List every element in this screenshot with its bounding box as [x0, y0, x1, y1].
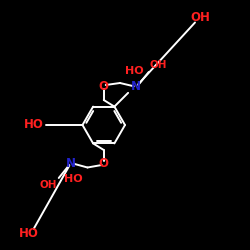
Text: HO: HO [19, 227, 39, 240]
Text: O: O [99, 157, 109, 170]
Text: HO: HO [64, 174, 82, 184]
Text: N: N [131, 80, 141, 93]
Text: HO: HO [24, 118, 44, 132]
Text: OH: OH [150, 60, 168, 70]
Text: O: O [99, 80, 109, 93]
Text: HO: HO [125, 66, 144, 76]
Text: OH: OH [40, 180, 58, 190]
Text: N: N [66, 157, 76, 170]
Text: OH: OH [190, 11, 210, 24]
